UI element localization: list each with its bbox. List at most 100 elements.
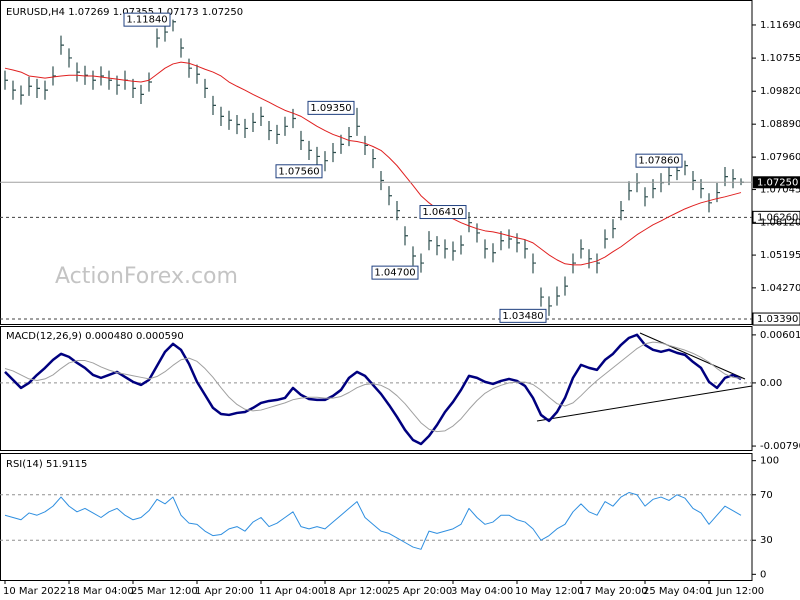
ohlc-bar: [292, 108, 296, 129]
ohlc-bar: [100, 66, 104, 86]
x-tick-label: 10 May 12:00: [515, 586, 584, 597]
macd-trendline: [536, 385, 753, 422]
ohlc-bar: [572, 253, 576, 274]
ohlc-bar: [332, 142, 336, 163]
price-label-box: [499, 308, 547, 323]
ohlc-bar: [172, 19, 176, 32]
series-line: [4, 492, 742, 550]
level-label-box: [752, 312, 800, 326]
y-tick-label: 1.08890: [760, 119, 800, 130]
price-label-box: [123, 12, 171, 27]
ohlc-bar: [316, 146, 320, 166]
ohlc-bar: [348, 127, 352, 147]
ohlc-bar: [500, 231, 504, 251]
ohlc-bar: [620, 201, 624, 221]
ohlc-bar: [596, 253, 600, 274]
ohlc-bar: [52, 66, 56, 86]
x-tick-label: 1 Apr 20:00: [195, 586, 254, 597]
y-tick-label: 70: [760, 490, 773, 501]
x-tick-label: 25 May 04:00: [643, 586, 712, 597]
ohlc-bar: [36, 78, 40, 98]
x-tick-label: 18 Apr 12:00: [323, 586, 388, 597]
ohlc-bar: [92, 70, 96, 90]
y-tick-label: 1.10755: [760, 53, 800, 64]
x-tick-label: 1 Jun 12:00: [707, 586, 764, 597]
x-tick-label: 10 Mar 2022: [3, 586, 66, 597]
y-tick-label: 0.006012: [760, 330, 800, 341]
ohlc-bar: [68, 48, 72, 68]
ohlc-bar: [204, 78, 208, 98]
ohlc-bar: [140, 84, 144, 104]
price-label-box: [419, 205, 467, 220]
ohlc-bar: [372, 148, 376, 169]
ohlc-bar: [188, 58, 192, 78]
price-label: 1.11840: [126, 15, 167, 26]
ohlc-bar: [644, 187, 648, 207]
last-price-box: [753, 176, 800, 189]
ohlc-bar: [524, 239, 528, 259]
ohlc-bar: [380, 170, 384, 191]
ohlc-bar: [108, 70, 112, 90]
price-label: 1.03480: [502, 311, 543, 322]
ohlc-bar: [612, 219, 616, 239]
ohlc-bar: [84, 65, 88, 85]
x-tick-label: 11 Apr 04:00: [259, 586, 324, 597]
ohlc-bar: [132, 78, 136, 98]
series-line: [4, 333, 742, 446]
price-label: 1.07860: [638, 156, 679, 167]
ohlc-bar: [580, 239, 584, 259]
ohlc-bar: [476, 223, 480, 243]
ohlc-bar: [628, 181, 632, 201]
ohlc-bar: [548, 296, 552, 316]
x-tick-label: 3 May 04:00: [451, 586, 513, 597]
ohlc-bar: [468, 212, 472, 233]
macd-trendline: [639, 332, 746, 380]
ohlc-bar: [708, 193, 712, 213]
ohlc-bar: [484, 239, 488, 259]
series-line: [4, 341, 742, 433]
y-tick-label: 1.06120: [760, 217, 800, 228]
ohlc-bar: [492, 243, 496, 263]
ohlc-bar: [540, 287, 544, 307]
ohlc-bar: [532, 253, 536, 274]
y-tick-label: 30: [760, 535, 773, 546]
ohlc-bar: [212, 95, 216, 115]
ohlc-bar: [308, 140, 312, 160]
ohlc-bar: [44, 80, 48, 100]
series-line: [4, 61, 742, 266]
ohlc-bar: [268, 120, 272, 141]
ohlc-bar: [564, 276, 568, 296]
ohlc-bar: [60, 35, 64, 55]
rsi-pane-frame: [0, 453, 753, 581]
ohlc-bar: [20, 85, 24, 105]
ohlc-bar: [396, 201, 400, 221]
ohlc-bar: [404, 226, 408, 246]
ohlc-bar: [420, 253, 424, 273]
ohlc-bar: [236, 114, 240, 135]
x-tick-label: 17 May 20:00: [579, 586, 648, 597]
ohlc-bar: [412, 246, 416, 266]
ohlc-bar: [76, 62, 80, 82]
ohlc-bar: [4, 70, 8, 90]
y-tick-label: 1.07045: [760, 185, 800, 196]
ohlc-bar: [12, 80, 16, 100]
price-label-box: [635, 153, 683, 168]
ohlc-bar: [340, 134, 344, 154]
price-label: 1.09350: [310, 103, 351, 114]
y-tick-label: 1.05195: [760, 250, 800, 261]
ohlc-bar: [388, 186, 392, 206]
price-label: 1.07560: [278, 166, 319, 177]
ohlc-bar: [460, 235, 464, 255]
ohlc-bar: [692, 170, 696, 191]
level-label-box: [752, 210, 800, 224]
price-label: 1.06410: [422, 207, 463, 218]
ohlc-bar: [180, 38, 184, 58]
price-label-box: [307, 100, 355, 115]
ohlc-bar: [588, 249, 592, 269]
price-label-box: [371, 265, 419, 280]
y-tick-label: 0.00: [760, 378, 782, 389]
ohlc-bar: [428, 231, 432, 251]
